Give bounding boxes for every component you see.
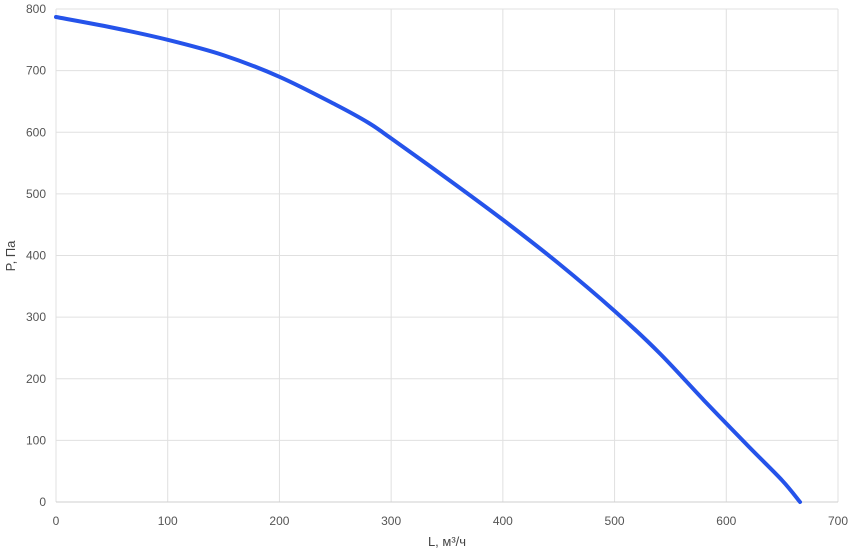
y-tick-label: 400 [26,249,46,263]
y-tick-label: 500 [26,187,46,201]
y-axis-ticks: 0 100 200 300 400 500 600 700 800 [26,2,46,509]
chart-series [54,15,803,504]
x-tick-label: 500 [605,514,625,528]
chart-grid [55,8,839,503]
x-axis-ticks: 0 100 200 300 400 500 600 700 [53,514,849,528]
y-tick-label: 300 [26,310,46,324]
y-tick-label: 800 [26,2,46,16]
y-tick-label: 700 [26,64,46,78]
y-tick-label: 0 [39,495,46,509]
x-tick-label: 600 [716,514,736,528]
y-tick-label: 100 [26,433,46,447]
y-tick-label: 600 [26,125,46,139]
x-tick-label: 200 [269,514,289,528]
y-tick-label: 200 [26,372,46,386]
x-tick-label: 400 [493,514,513,528]
x-tick-label: 700 [828,514,848,528]
series-line [54,15,803,504]
y-axis-title: P, Па [3,240,18,272]
x-tick-label: 0 [53,514,60,528]
x-tick-label: 300 [381,514,401,528]
x-axis-title: L, м³/ч [428,534,466,549]
x-tick-label: 100 [158,514,178,528]
